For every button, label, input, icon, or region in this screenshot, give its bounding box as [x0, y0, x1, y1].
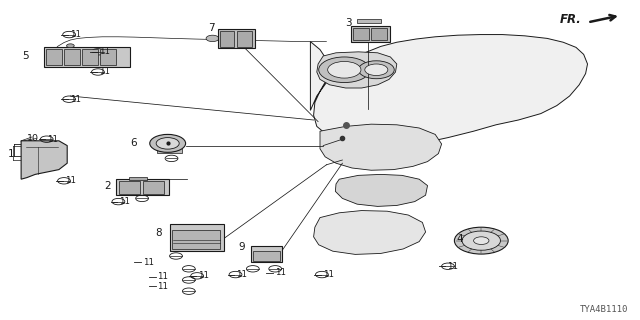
Text: TYA4B1110: TYA4B1110: [580, 305, 628, 314]
Bar: [170, 224, 224, 251]
Bar: [220, 31, 234, 47]
Bar: [129, 177, 147, 180]
Bar: [157, 144, 182, 153]
Polygon shape: [310, 35, 588, 146]
Circle shape: [462, 231, 500, 250]
Text: 6: 6: [130, 138, 136, 148]
Polygon shape: [314, 211, 426, 254]
Text: 2: 2: [104, 181, 111, 191]
Bar: [237, 31, 252, 47]
Text: 11: 11: [99, 68, 109, 76]
Circle shape: [365, 64, 388, 76]
Circle shape: [474, 237, 489, 244]
Text: 5: 5: [22, 51, 29, 61]
Circle shape: [150, 134, 186, 152]
Text: 11: 11: [157, 282, 168, 291]
Text: 11: 11: [323, 270, 333, 279]
Polygon shape: [335, 174, 428, 206]
Text: 11: 11: [143, 258, 154, 267]
Text: 1: 1: [8, 148, 15, 159]
Polygon shape: [317, 52, 397, 88]
Bar: [371, 28, 387, 40]
Bar: [353, 28, 369, 40]
Text: FR.: FR.: [559, 13, 581, 26]
Polygon shape: [320, 124, 442, 170]
Circle shape: [319, 57, 370, 83]
Bar: [100, 49, 116, 65]
Circle shape: [454, 227, 508, 254]
Bar: [143, 181, 164, 194]
Text: 11: 11: [119, 197, 130, 206]
Text: 10: 10: [28, 134, 39, 143]
Text: 11: 11: [65, 176, 76, 185]
Bar: [357, 19, 381, 23]
Text: 9: 9: [239, 242, 245, 252]
Bar: [119, 181, 140, 194]
Text: 11: 11: [70, 30, 81, 39]
Circle shape: [67, 44, 74, 48]
Bar: [116, 179, 169, 195]
Text: 4: 4: [456, 234, 463, 244]
Bar: [64, 49, 80, 65]
Text: 8: 8: [156, 228, 162, 238]
Circle shape: [206, 35, 219, 42]
Bar: [44, 47, 130, 67]
Text: 7: 7: [208, 22, 214, 33]
Text: 11: 11: [236, 270, 247, 279]
Bar: [351, 26, 390, 42]
Circle shape: [358, 61, 394, 79]
Bar: [172, 230, 220, 249]
Circle shape: [328, 61, 361, 78]
Text: 3: 3: [346, 18, 352, 28]
Bar: [82, 49, 98, 65]
Bar: [253, 251, 280, 261]
Text: 11: 11: [198, 271, 209, 280]
Bar: [218, 29, 255, 48]
Text: 11: 11: [47, 135, 58, 144]
Text: 11: 11: [70, 95, 81, 104]
Text: 11: 11: [99, 47, 109, 56]
Circle shape: [156, 138, 179, 149]
Bar: [46, 49, 62, 65]
Text: 11: 11: [447, 262, 458, 271]
Polygon shape: [21, 141, 67, 179]
Bar: [251, 246, 282, 262]
Text: 11: 11: [157, 272, 168, 281]
Text: 11: 11: [275, 268, 285, 277]
